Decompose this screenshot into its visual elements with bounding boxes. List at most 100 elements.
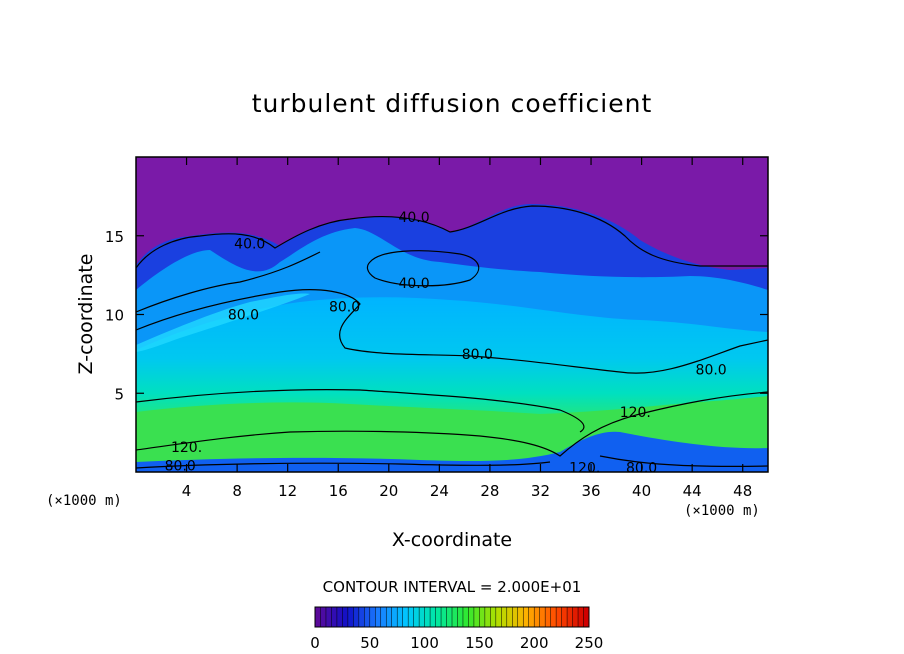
contour-interval-text: CONTOUR INTERVAL = 2.000E+01 [323, 578, 582, 596]
contour-label: 40.0 [234, 237, 265, 253]
contour-40-inner [366, 250, 480, 287]
contour-label: 40.0 [398, 210, 429, 226]
contour-label: 80.0 [462, 347, 493, 363]
colorbar-swatch [457, 607, 464, 627]
colorbar-swatch [512, 607, 519, 627]
colorbar-swatch [413, 607, 420, 627]
region-high-streak [136, 293, 310, 352]
colorbar-swatch [397, 607, 404, 627]
colorbar-swatch [484, 607, 491, 627]
y-axis-label: Z-coordinate [75, 254, 97, 375]
colorbar-tick-label: 100 [410, 634, 439, 652]
contour-80-secondary [136, 251, 321, 313]
contour-40-upper [136, 205, 768, 269]
colorbar-swatch [408, 607, 415, 627]
x-axis-ticks: 4 8 12 16 20 24 28 32 36 40 44 48 [182, 157, 752, 500]
x-tick-label: 12 [278, 482, 297, 500]
colorbar-swatch [479, 607, 486, 627]
colorbar-swatch [320, 607, 327, 627]
chart-title: turbulent diffusion coefficient [252, 89, 653, 118]
colorbar-tick-label: 50 [360, 634, 379, 652]
colorbar-swatch [572, 607, 579, 627]
colorbar-swatch [528, 607, 535, 627]
colorbar-swatch [578, 607, 585, 627]
colorbar-swatch [369, 607, 376, 627]
colorbar-swatch [473, 607, 480, 627]
colorbar-frame [314, 606, 590, 628]
contour-label: 80.0 [165, 459, 196, 475]
colorbar-swatch [441, 607, 448, 627]
y-tick-label: 15 [105, 228, 124, 246]
x-tick-label: 36 [581, 482, 600, 500]
x-tick-label: 48 [733, 482, 752, 500]
colorbar-swatch [495, 607, 502, 627]
colorbar-swatch [490, 607, 497, 627]
x-tick-label: 40 [632, 482, 651, 500]
colorbar-swatch [391, 607, 398, 627]
colorbar-swatch [336, 607, 343, 627]
contour-label: 80.0 [228, 308, 259, 324]
colorbar-swatch [501, 607, 508, 627]
x-axis-label: X-coordinate [392, 529, 512, 551]
colorbar-swatch [446, 607, 453, 627]
x-unit-right: (×1000 m) [684, 503, 760, 519]
x-tick-label: 24 [430, 482, 449, 500]
y-tick-label: 5 [114, 385, 124, 403]
colorbar-swatch [517, 607, 524, 627]
colorbar-swatch [424, 607, 431, 627]
contour-label: 80.0 [696, 363, 727, 379]
colorbar-swatch [315, 607, 321, 627]
contour-80-surface [136, 455, 768, 469]
colorbar-swatch [534, 607, 541, 627]
x-tick-label: 4 [182, 482, 192, 500]
colorbar-tick-label: 250 [575, 634, 604, 652]
colorbar-swatch [430, 607, 437, 627]
colorbar-swatch [353, 607, 360, 627]
colorbar-ticks: 0 50 100 150 200 250 [310, 634, 603, 652]
colorbar-swatch [386, 607, 393, 627]
heatmap-field: 40.0 40.0 40.0 80.0 80.0 80.0 80.0 120. 120. 80.0… [136, 157, 768, 476]
colorbar-tick-label: 150 [465, 634, 494, 652]
colorbar-swatch [583, 607, 590, 627]
colorbar-swatch [402, 607, 409, 627]
colorbar-swatch [380, 607, 387, 627]
contour-label: 80.0 [329, 300, 360, 316]
x-tick-label: 20 [379, 482, 398, 500]
colorbar-swatch [561, 607, 568, 627]
contour-120-lower [136, 391, 768, 457]
colorbar-swatch [539, 607, 546, 627]
contour-lines [136, 205, 768, 469]
colorbar-swatch [331, 607, 338, 627]
contour-label: 120. [569, 460, 600, 476]
colorbar-swatch [342, 607, 349, 627]
x-tick-label: 44 [683, 482, 702, 500]
colorbar-swatch [325, 607, 332, 627]
region-surface-band [136, 431, 768, 472]
colorbar-swatch [550, 607, 557, 627]
colorbar-swatch [506, 607, 513, 627]
contour-label: 40.0 [398, 276, 429, 292]
colorbar-swatch [358, 607, 365, 627]
colorbar-swatch [375, 607, 382, 627]
colorbar-swatch [545, 607, 552, 627]
colorbar-swatch [364, 607, 371, 627]
x-tick-label: 8 [232, 482, 242, 500]
colorbar-swatch [523, 607, 530, 627]
colorbar-swatch [419, 607, 426, 627]
contour-label: 120. [620, 405, 651, 421]
colorbar-swatch [567, 607, 574, 627]
x-unit-left: (×1000 m) [46, 493, 122, 509]
colorbar-swatch [347, 607, 354, 627]
colorbar-tick-label: 200 [520, 634, 549, 652]
x-tick-label: 28 [480, 482, 499, 500]
contour-label: 120. [171, 440, 202, 456]
x-tick-label: 16 [329, 482, 348, 500]
colorbar-swatch [556, 607, 563, 627]
colorbar [314, 607, 590, 627]
contour-streak-lower [136, 389, 585, 433]
colorbar-swatch [452, 607, 458, 627]
colorbar-tick-label: 0 [310, 634, 320, 652]
y-axis-ticks: 5 10 15 [105, 228, 768, 403]
colorbar-swatch [435, 607, 442, 627]
